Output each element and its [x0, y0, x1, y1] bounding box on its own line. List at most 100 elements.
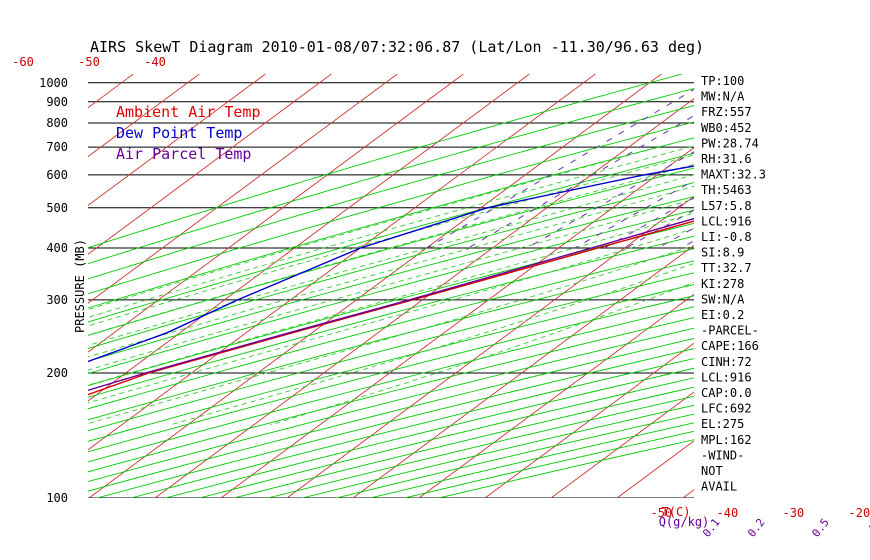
stability-index: CAPE:166	[701, 339, 759, 353]
stability-index: TP:100	[701, 74, 744, 88]
bottom-temp-unit: T(C)	[662, 505, 691, 519]
isotherm-line	[88, 74, 332, 255]
moist-adiabat-line	[88, 228, 694, 404]
stability-index: LCL:916	[701, 214, 752, 228]
profile-line	[88, 165, 694, 363]
stability-index: PW:28.74	[701, 136, 759, 150]
mixing-ratio-line	[574, 179, 694, 249]
isotherm-line	[749, 74, 870, 498]
mixing-ratio-tick-label: 0.2	[745, 516, 767, 540]
legend-entry: Ambient Air Temp	[116, 103, 261, 121]
dry-adiabat-line	[199, 377, 694, 498]
chart-legend: Ambient Air Temp Dew Point Temp Air Parcel…	[116, 103, 261, 163]
isotherm-line	[88, 74, 200, 158]
isotherm-line	[154, 98, 694, 498]
pressure-tick-label: 800	[46, 116, 68, 130]
isotherm-line	[88, 74, 662, 498]
stability-index: SW:N/A	[701, 292, 745, 306]
mixing-ratio-tick-label: 1	[866, 521, 870, 534]
mixing-ratio-line	[863, 74, 870, 248]
isotherm-line	[0, 74, 67, 498]
moist-adiabat-line	[88, 145, 694, 318]
pressure-tick-label: 1000	[39, 76, 68, 90]
moist-adiabat-line	[88, 154, 694, 327]
stability-index: AVAIL	[701, 480, 737, 494]
dry-adiabat-line	[88, 137, 694, 309]
chart-grid	[0, 74, 870, 498]
isotherm-line	[88, 74, 530, 402]
stability-index: NOT	[701, 464, 723, 478]
top-temp-tick-label: -40	[144, 55, 166, 69]
dry-adiabat-line	[88, 272, 694, 432]
profile-line	[88, 217, 694, 392]
stability-index: TT:32.7	[701, 261, 752, 275]
pressure-tick-label: 600	[46, 168, 68, 182]
stability-index: LI:-0.8	[701, 230, 752, 244]
bottom-temp-tick-label: -40	[717, 506, 739, 520]
pressure-tick-label: 300	[46, 293, 68, 307]
dry-adiabat-line	[370, 422, 694, 498]
dry-adiabat-line	[88, 152, 694, 323]
stability-index: -PARCEL-	[701, 324, 759, 338]
legend-entry: Dew Point Temp	[116, 124, 242, 142]
stability-index: LFC:692	[701, 402, 752, 416]
dry-adiabat-line	[301, 404, 694, 498]
mixing-ratio-line	[824, 74, 870, 248]
dry-adiabat-line	[88, 74, 683, 249]
dry-adiabat-line	[88, 248, 694, 410]
stability-index: MAXT:32.3	[701, 168, 766, 182]
isotherm-line	[88, 74, 398, 304]
dry-adiabat-line	[88, 196, 694, 362]
moist-adiabat-line	[88, 163, 694, 336]
dry-adiabat-line	[88, 121, 694, 295]
stability-index: EL:275	[701, 417, 744, 431]
isotherm-line	[220, 147, 694, 498]
bottom-temp-tick-label: -50	[651, 506, 673, 520]
dry-adiabat-line	[88, 167, 694, 336]
stability-index: SI:8.9	[701, 246, 744, 260]
stability-index: L57:5.8	[701, 199, 752, 213]
dry-adiabat-line	[267, 395, 694, 498]
moist-adiabat-line	[88, 212, 694, 386]
isotherm-line	[352, 244, 694, 498]
moist-adiabat-line	[88, 198, 694, 371]
dry-adiabat-line	[438, 439, 694, 498]
stability-index: TH:5463	[701, 183, 752, 197]
mixing-ratio-line	[776, 74, 870, 248]
stability-index: CAP:0.0	[701, 386, 752, 400]
stability-index: KI:278	[701, 277, 744, 291]
dry-adiabat-line	[88, 222, 694, 387]
isotherm-line	[484, 342, 694, 498]
stability-index: MPL:162	[701, 433, 752, 447]
moist-adiabat-line	[269, 281, 694, 426]
stability-index: MW:N/A	[701, 90, 745, 104]
chart-title: AIRS SkewT Diagram 2010-01-08/07:32:06.8…	[90, 38, 704, 56]
stability-index: -WIND-	[701, 448, 744, 462]
pressure-tick-label: 900	[46, 95, 68, 109]
dry-adiabat-line	[88, 306, 694, 463]
y-axis-label: PRESSURE (MB)	[73, 239, 87, 333]
isotherm-line	[550, 391, 694, 498]
dry-adiabat-line	[88, 105, 694, 280]
stability-index: LCL:916	[701, 370, 752, 384]
pressure-tick-label: 700	[46, 140, 68, 154]
stability-index: WB0:452	[701, 121, 752, 135]
dry-adiabat-line	[88, 283, 694, 442]
mixing-ratio-line	[846, 74, 870, 248]
moist-adiabat-line	[88, 137, 694, 311]
isotherm-line	[286, 195, 694, 498]
mixing-ratio-line	[760, 74, 870, 248]
mixing-ratio-line	[604, 197, 694, 249]
stability-index: CINH:72	[701, 355, 752, 369]
mixing-ratio-line	[740, 74, 870, 248]
pressure-tick-label: 400	[46, 241, 68, 255]
top-temp-tick-label: -50	[78, 55, 100, 69]
profile-line	[88, 220, 694, 396]
dry-adiabat-line	[88, 209, 694, 375]
isotherm-line	[418, 293, 694, 498]
moist-adiabat-line	[88, 174, 694, 346]
mixing-ratio-line	[426, 88, 694, 249]
mixing-ratio-unit: Q(g/kg)	[659, 515, 710, 529]
